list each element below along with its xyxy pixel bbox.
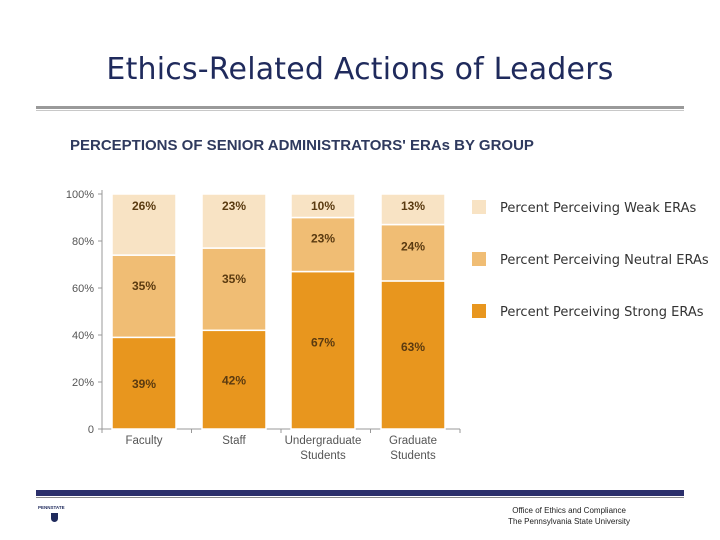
footer-divider-thin [36, 497, 684, 498]
data-label: 13% [401, 199, 425, 213]
footer-university: The Pennsylvania State University [508, 517, 630, 526]
footer-text: Office of Ethics and Compliance The Penn… [508, 505, 630, 527]
x-category-label: Staff [222, 435, 246, 447]
chart-title: PERCEPTIONS OF SENIOR ADMINISTRATORS' ER… [70, 137, 534, 154]
bar-segment-weak [201, 193, 267, 249]
bar-segment-strong [380, 280, 446, 430]
data-label: 35% [222, 272, 246, 286]
y-tick-label: 20% [72, 377, 94, 389]
legend-swatch-neutral [472, 252, 486, 266]
data-label: 63% [401, 340, 425, 354]
bar-segment-weak [290, 193, 356, 219]
y-tick-label: 40% [72, 330, 94, 342]
shield-icon [51, 513, 58, 522]
data-label: 42% [222, 374, 246, 388]
y-tick-label: 80% [72, 236, 94, 248]
bar-segment-neutral [111, 254, 177, 339]
bar-segment-strong [290, 270, 356, 430]
data-label: 67% [311, 335, 335, 349]
bar-segment-weak [111, 193, 177, 256]
bar-segment-weak [380, 193, 446, 226]
legend-label-weak: Percent Perceiving Weak ERAs [500, 201, 696, 216]
y-tick-label: 100% [66, 189, 94, 201]
slide-title: Ethics-Related Actions of Leaders [106, 52, 614, 87]
x-category-label: Faculty [125, 435, 162, 447]
data-label: 26% [132, 199, 156, 213]
legend-swatch-strong [472, 304, 486, 318]
y-tick-label: 0 [88, 424, 94, 436]
data-label: 23% [222, 199, 246, 213]
data-label: 23% [311, 231, 335, 245]
data-label: 24% [401, 239, 425, 253]
legend-label-neutral: Percent Perceiving Neutral ERAs [500, 253, 709, 268]
bar-segment-strong [201, 329, 267, 430]
data-label: 10% [311, 199, 335, 213]
data-label: 35% [132, 279, 156, 293]
x-category-label: Students [390, 450, 436, 462]
footer-office: Office of Ethics and Compliance [512, 506, 626, 515]
pennstate-logo: PENNSTATE [38, 505, 72, 527]
title-divider-thin [36, 110, 684, 111]
logo-text: PENNSTATE [38, 505, 65, 510]
x-category-label: Students [300, 450, 346, 462]
x-category-label: Undergraduate [285, 435, 362, 447]
legend-swatch-weak [472, 200, 486, 214]
x-category-label: Graduate [389, 435, 437, 447]
bar-segment-strong [111, 336, 177, 430]
data-label: 39% [132, 377, 156, 391]
y-tick-label: 60% [72, 283, 94, 295]
title-divider [36, 106, 684, 109]
footer-divider [36, 490, 684, 496]
legend-label-strong: Percent Perceiving Strong ERAs [500, 305, 704, 320]
bar-segment-neutral [201, 247, 267, 332]
